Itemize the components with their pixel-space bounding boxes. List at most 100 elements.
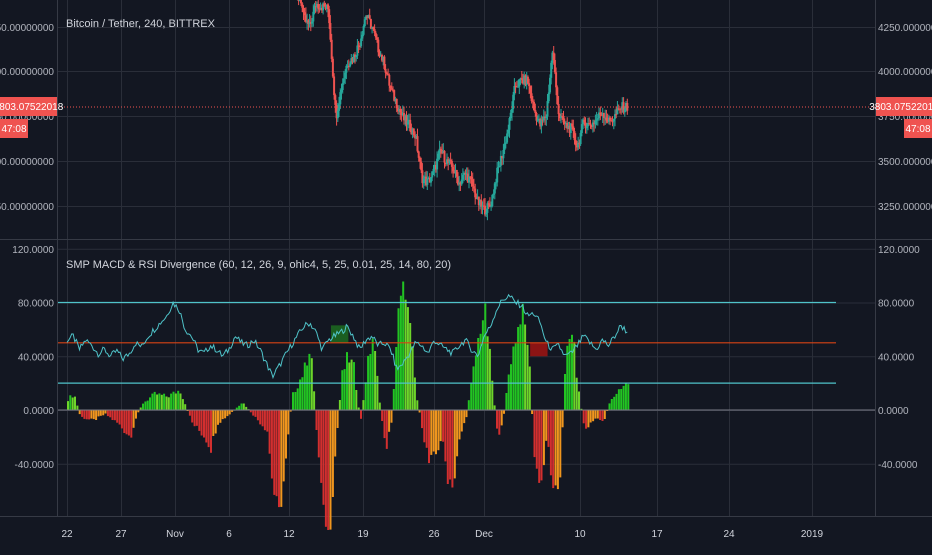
indicator-axis-right[interactable]: 120.0000 80.0000 40.0000 0.0000 -40.0000 [878,245,920,471]
histogram-bar [102,410,105,416]
histogram-bar [517,327,520,410]
candle [582,117,585,130]
histogram-bar [334,410,337,457]
candle [509,109,512,121]
candle [427,176,430,180]
candle [579,130,582,146]
candle [513,78,516,101]
histogram-bar [449,410,452,480]
axis-tick-label: 3750.00000000 [878,112,932,123]
histogram-bar [376,375,379,410]
histogram-bar [205,410,208,443]
candle [584,117,587,134]
histogram-bar [144,401,147,410]
histogram-bar [74,396,76,410]
candle [578,139,581,149]
candle [469,176,472,184]
histogram-bar [467,400,470,410]
candle [342,70,345,85]
date-tick-label: 19 [357,529,369,540]
candle [420,157,423,173]
candle [511,101,513,121]
histogram-bar [542,410,545,466]
histogram-bar [338,400,341,410]
candle [498,161,501,168]
candle [433,161,436,177]
histogram-bar [446,410,449,484]
candle [404,114,407,127]
candle [329,15,332,43]
price-axis-right[interactable]: 4250.00000000 4000.00000000 3750.00000000 3… [878,23,932,213]
histogram-bar [465,410,468,418]
histogram-bar [397,308,400,410]
axis-tick-label: 4250.00000000 [878,23,932,34]
last-price-badge-right: 3803.07522018 [869,97,932,116]
candle [319,2,322,11]
price-axis-left[interactable]: 4250.00000000 4000.00000000 3750.00000000 3… [0,23,54,213]
candle [601,107,604,123]
candle [614,109,616,127]
candle [417,150,420,162]
histogram-bar [170,393,173,410]
histogram-bar [568,339,571,410]
histogram-bar [172,391,175,410]
candle [539,117,542,130]
candle [376,34,378,43]
histogram-bar [580,408,583,410]
candle [622,97,625,115]
candle [306,13,309,30]
histogram-bar [331,410,334,497]
candle [341,78,344,94]
candle [465,167,468,181]
candle [566,117,569,133]
histogram-bar [217,410,219,425]
candle [452,163,455,178]
histogram-bar [123,410,126,433]
indicator-title[interactable]: SMP MACD & RSI Divergence (60, 12, 26, 9… [66,259,451,271]
histogram-bar [573,341,576,410]
candle [475,193,478,200]
candle [596,113,599,126]
candle [349,61,352,68]
histogram-bar [240,403,243,410]
histogram-bar [374,351,377,410]
histogram-bar [514,343,517,410]
histogram-bar [120,410,123,429]
candle [470,171,473,187]
time-axis[interactable]: 22 27 Nov 6 12 19 26 Dec 10 17 24 2019 [61,529,823,540]
bullish-divergence-zone[interactable] [330,325,349,343]
histogram-bar [571,334,573,410]
candle [322,2,325,15]
histogram-bar [458,410,461,440]
candle [407,113,410,129]
candle [436,151,439,178]
axis-tick-label: 40.0000 [878,352,915,363]
bearish-divergence-zone[interactable] [530,342,548,357]
candle [552,46,555,65]
candle [352,53,355,63]
histogram-bar [442,410,445,442]
histogram-bar [198,410,201,431]
histogram-bar [191,410,194,423]
histogram-bar [167,397,170,410]
histogram-bar [226,410,229,417]
histogram-bar [219,410,222,423]
indicator-axis-left[interactable]: 120.0000 80.0000 40.0000 0.0000 -40.0000 [12,245,54,471]
candle [379,50,382,57]
indicator-plot[interactable] [58,281,875,531]
histogram-bar [322,410,325,505]
axis-tick-label: 40.0000 [18,352,55,363]
candle [491,194,494,208]
candle [411,127,414,139]
histogram-bar [268,410,271,454]
histogram-bar [193,410,196,427]
candle [383,55,386,71]
candle [399,106,402,120]
symbol-title[interactable]: Bitcoin / Tether, 240, BITTREX [66,18,216,30]
histogram-bar [299,379,302,410]
candlestick-plot[interactable] [58,0,875,221]
date-tick-label: Dec [475,529,493,540]
candle [523,71,526,89]
